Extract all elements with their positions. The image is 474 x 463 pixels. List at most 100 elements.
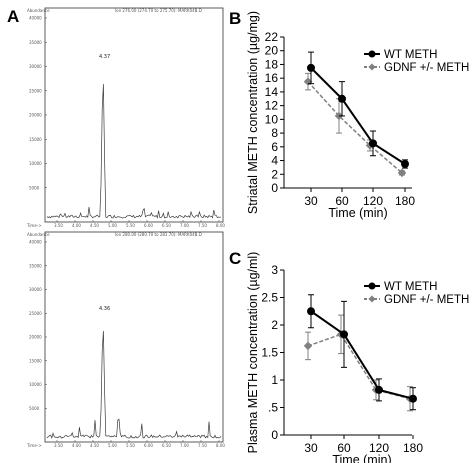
chrom-ytick-label: 30000: [29, 64, 42, 69]
chrom-frame: [44, 7, 224, 223]
chrom-xtick-label: 4.00: [72, 223, 81, 228]
chrom-xtick-label: 7.50: [198, 223, 207, 228]
series-line: [310, 67, 406, 165]
chrom-ytick-label: 5000: [29, 406, 40, 411]
chrom-ytick-label: 20000: [29, 335, 42, 340]
chrom-xtick-label: 3.50: [54, 223, 63, 228]
x-axis-label: Time (min): [328, 206, 387, 220]
chrom-xtick-label: 7.00: [180, 443, 189, 448]
y-tick-label: 22: [265, 30, 279, 44]
x-tick-label: 180: [395, 194, 415, 208]
chrom-xtick-label: 6.00: [144, 443, 153, 448]
panel-label-b: B: [229, 9, 241, 28]
chrom-ytick-label: 15000: [29, 358, 42, 363]
chrom-abundance-label: Abundance: [27, 8, 50, 13]
legend-label: GDNF +/- METH: [384, 62, 469, 74]
chrom-ytick-label: 40000: [29, 16, 42, 21]
y-tick-label: .5: [268, 401, 278, 415]
x-tick-label: 120: [369, 441, 389, 455]
chrom-ytick-label: 35000: [29, 263, 42, 268]
legend-label: WT METH: [384, 281, 437, 293]
chrom-xtick-label: 7.00: [180, 223, 189, 228]
chrom-ytick-label: 10000: [29, 382, 42, 387]
chrom-xtick-label: 4.50: [90, 223, 99, 228]
chrom-xtick-label: 5.00: [108, 223, 117, 228]
panel-label-c: C: [229, 249, 241, 268]
data-point: [307, 63, 315, 72]
y-tick-label: 14: [265, 85, 279, 99]
y-axis-label: Plasma METH concentration (µg/ml): [246, 252, 260, 454]
chrom-peak-label: 4.37: [99, 54, 110, 60]
chrom-xtick-label: 5.50: [126, 443, 135, 448]
chrom-xtick-label: 4.00: [72, 443, 81, 448]
chromatogram-top: Abundance Ion 276.00 (274.70 to 275.70): …: [26, 7, 225, 228]
chrom-ytick-label: 25000: [29, 88, 42, 93]
x-tick-label: 30: [304, 194, 318, 208]
data-point: [369, 139, 377, 148]
chrom-xtick-label: 3.50: [54, 443, 63, 448]
data-point: [303, 341, 313, 351]
chrom-trace: [46, 330, 222, 439]
chrom-ytick-label: 40000: [29, 240, 42, 245]
x-tick-label: 60: [337, 441, 351, 455]
chrom-frame: [44, 231, 224, 443]
y-tick-label: 8: [271, 126, 278, 140]
y-tick-label: 2.5: [261, 291, 278, 305]
chart-plasma: 0 .5 1 1.5 2 2.5 3 30 60 120 180 Time (min) Plasma M…: [246, 252, 469, 463]
data-point: [338, 94, 346, 103]
panel-label-a: A: [7, 7, 19, 26]
y-tick-label: 0: [271, 181, 278, 195]
y-tick-label: 6: [271, 140, 278, 154]
chrom-peak-label: 4.36: [99, 306, 110, 312]
series-line: [310, 310, 414, 400]
legend-marker: [368, 282, 376, 290]
chrom-ytick-label: 15000: [29, 137, 42, 142]
y-tick-label: 2: [271, 167, 278, 181]
chrom-header: Ion 276.00 (274.70 to 275.70): MARK04B.D: [115, 8, 202, 13]
chrom-xtick-label: 5.00: [108, 443, 117, 448]
chrom-ytick-label: 20000: [29, 113, 42, 118]
y-axis-label: Striatal METH concentration (µg/mg): [246, 11, 260, 214]
chrom-trace: [46, 84, 222, 219]
chrom-xtick-label: 5.50: [126, 223, 135, 228]
y-tick-label: 0: [271, 428, 278, 442]
series-line: [307, 333, 411, 400]
legend-marker: [368, 63, 376, 71]
y-tick-label: 20: [265, 44, 279, 58]
chrom-ytick-label: 5000: [29, 185, 40, 190]
legend-label: GDNF +/- METH: [384, 294, 469, 306]
data-point: [375, 385, 383, 394]
y-tick-label: 3: [271, 263, 278, 277]
chrom-time-label: Time->: [26, 443, 42, 448]
y-tick-label: 16: [265, 71, 279, 85]
x-tick-label: 180: [403, 441, 423, 455]
chrom-ytick-label: 25000: [29, 311, 42, 316]
data-point: [409, 394, 417, 403]
data-point: [340, 330, 348, 339]
chrom-time-label: Time->: [26, 223, 42, 228]
chrom-ytick-label: 10000: [29, 161, 42, 166]
chrom-xtick-label: 8.00: [216, 443, 225, 448]
chromatogram-bottom: Abundance Ion 280.00 (280.70 to 281.70): …: [26, 231, 225, 448]
y-tick-label: 18: [265, 57, 279, 71]
chrom-xtick-label: 6.50: [162, 223, 171, 228]
chrom-xtick-label: 6.50: [162, 443, 171, 448]
chrom-ytick-label: 30000: [29, 287, 42, 292]
chrom-abundance-label: Abundance: [27, 232, 50, 237]
chrom-xtick-label: 8.00: [216, 223, 225, 228]
legend-marker: [368, 295, 376, 303]
y-tick-label: 1.5: [261, 346, 278, 360]
chrom-xtick-label: 4.50: [90, 443, 99, 448]
y-tick-label: 12: [265, 99, 279, 113]
legend-label: WT METH: [384, 49, 437, 61]
chrom-ytick-label: 35000: [29, 40, 42, 45]
chrom-xtick-label: 6.00: [144, 223, 153, 228]
x-tick-label: 120: [363, 194, 383, 208]
legend-marker: [368, 50, 376, 58]
data-point: [307, 307, 315, 316]
x-tick-label: 60: [335, 194, 349, 208]
series-line: [307, 81, 403, 174]
data-point: [401, 159, 409, 168]
